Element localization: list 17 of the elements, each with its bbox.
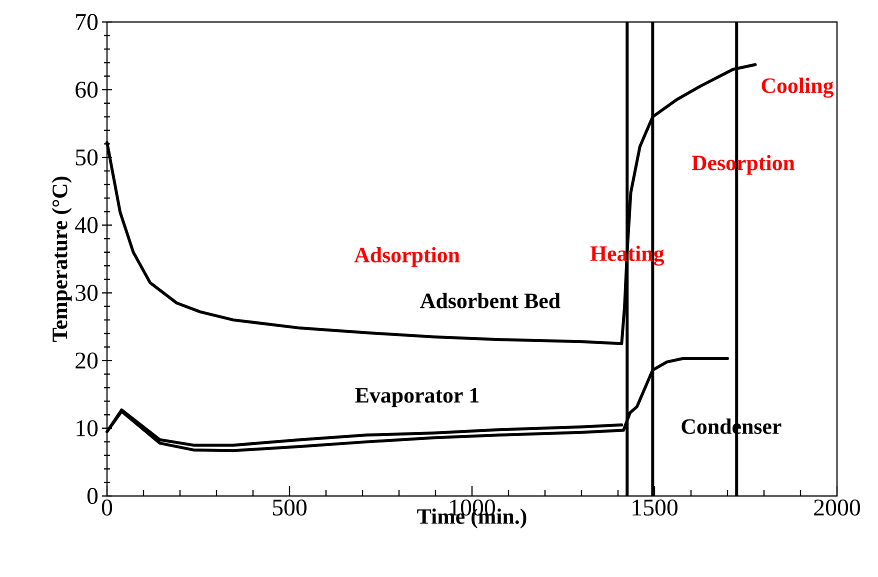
x-tick-label: 1500 <box>632 500 678 516</box>
y-tick-label: 60 <box>76 82 98 98</box>
y-tick-label: 40 <box>75 217 98 234</box>
y-tick-label: 0 <box>87 488 98 504</box>
y-tick-label: 20 <box>76 352 98 369</box>
y-tick-label: 70 <box>76 14 98 30</box>
y-axis-title: Temperature (°C) <box>52 176 72 342</box>
series-label: Adsorbent Bed <box>420 292 560 308</box>
y-tick-label: 10 <box>76 420 98 436</box>
series-label: Evaporator 1 <box>355 388 479 408</box>
y-tick-label: 30 <box>76 284 98 301</box>
x-tick-label: 0 <box>102 500 112 516</box>
y-tick-label: 50 <box>76 149 98 166</box>
x-tick-label: 500 <box>272 500 307 516</box>
x-tick-label: 2000 <box>814 500 860 516</box>
annotation: Cooling <box>762 78 834 98</box>
annotation: Adsorption <box>354 247 460 267</box>
